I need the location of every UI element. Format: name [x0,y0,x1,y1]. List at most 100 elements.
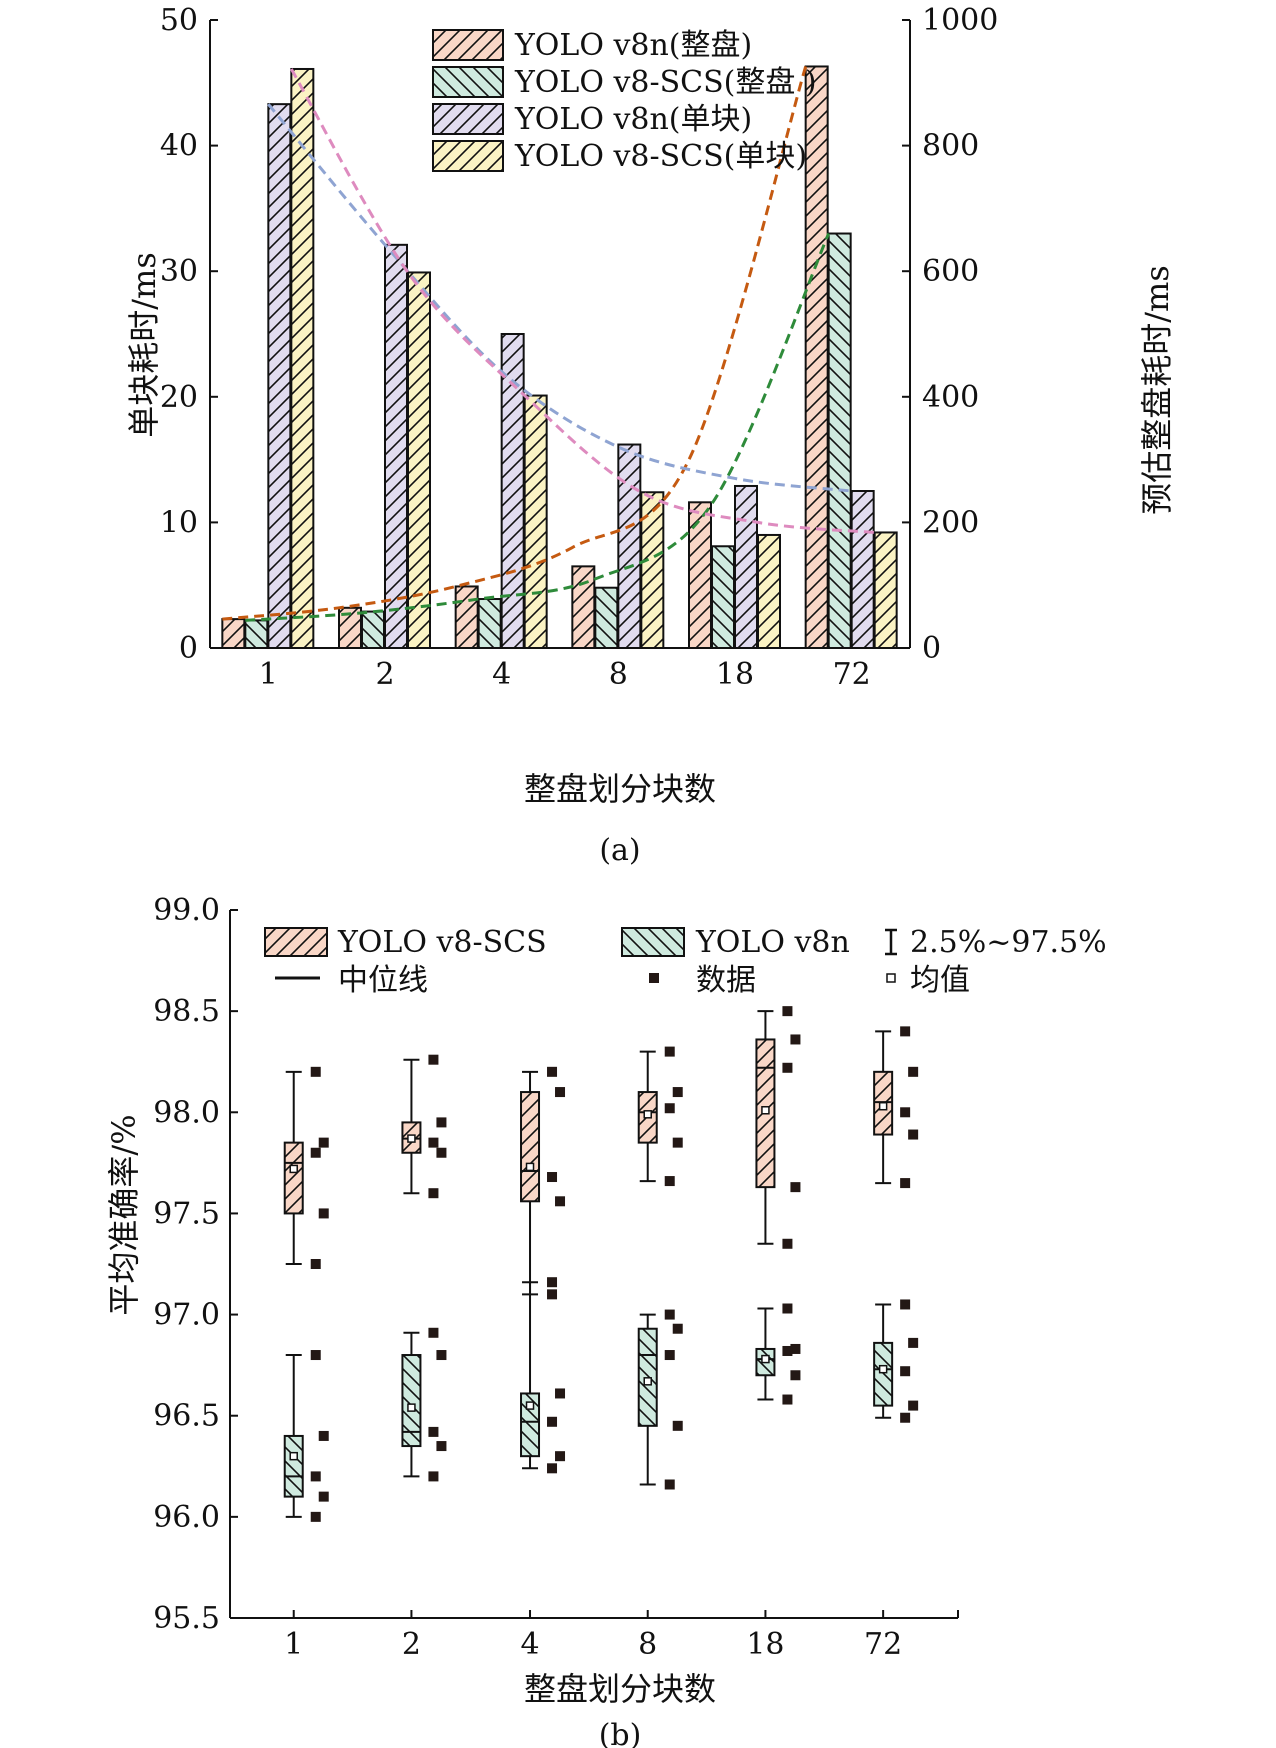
x-tick-label: 4 [492,657,511,692]
box-hatch [283,1141,304,1215]
legend: YOLO v8-SCS YOLO v8n 2.5%~97.5% 中位线 数据 均值 [264,925,1107,998]
y-axis-title-right: 预估整盘耗时/ms [1138,265,1176,515]
trend-curve [290,68,875,534]
x-tick-label: 1 [284,1627,303,1662]
data-point [555,1388,566,1399]
y-tick-label-left: 10 [160,505,198,540]
data-point [428,1471,439,1482]
bar-hatch [267,103,292,650]
box-hatch [283,1434,304,1498]
y-tick-label: 99.0 [153,893,220,928]
data-point [547,1172,558,1183]
data-point [547,1277,558,1288]
legend-swatch-hatch [432,66,504,98]
box-plot [283,1006,919,1522]
bar-hatch [361,610,385,649]
mean-marker [761,1106,770,1115]
bar-hatch [571,565,596,649]
bar-hatch [827,232,852,650]
legend-swatch-hatch [621,927,685,957]
data-point [664,1350,675,1361]
data-point [318,1491,329,1502]
data-point [318,1430,329,1441]
data-point [782,1238,793,1249]
data-point [547,1416,558,1427]
data-point [782,1345,793,1356]
box-hatch [520,1392,541,1458]
legend-label: 2.5%~97.5% [910,925,1107,960]
legend-label: YOLO v8-SCS(单块) [514,139,807,174]
data-point [664,1176,675,1187]
data-point [428,1426,439,1437]
trend-curve [267,103,852,493]
x-tick-label: 2 [402,1627,421,1662]
data-point [436,1147,447,1158]
mean-marker [289,1451,298,1461]
bar-hatch [384,243,408,649]
legend-label: 中位线 [338,963,428,998]
data-point [664,1046,675,1057]
panel-label: (a) [599,833,640,868]
bar-hatch [640,491,665,650]
x-axis-title: 整盘划分块数 [524,770,716,808]
panel-label: (b) [599,1718,642,1748]
data-point [436,1117,447,1128]
mean-marker [525,1162,535,1172]
data-point [900,1299,911,1310]
x-tick-label: 18 [716,657,754,692]
y-tick-label-left: 20 [160,380,198,415]
data-point [555,1087,566,1098]
bar-hatch [477,598,502,649]
mean-marker [643,1110,652,1119]
legend-label: YOLO v8n [695,925,850,960]
data-point [318,1208,329,1219]
data-point [672,1323,683,1334]
axes: 95.5 96.0 96.5 97.0 97.5 98.0 98.5 99.0 1 2 4 8 18 72 [153,893,959,1662]
bar-hatch [804,65,829,650]
y-tick-label-left: 30 [160,254,198,289]
data-point [790,1034,801,1045]
y-tick-label: 98.5 [153,994,220,1029]
data-point [672,1087,683,1098]
bar-hatch [221,618,246,649]
y-tick-label-left: 40 [160,129,198,164]
bar-hatch [617,443,642,650]
data-point [428,1327,439,1338]
bar-group [221,65,898,650]
data-point [310,1066,321,1077]
data-point [310,1511,321,1522]
box-hatch [401,1354,422,1448]
data-point [555,1196,566,1207]
bar-hatch [594,586,619,649]
data-point [790,1370,801,1381]
x-axis-title: 整盘划分块数 [524,1670,716,1708]
trend-curve [222,66,808,621]
bar-hatch [757,533,781,650]
trend-curve [245,232,831,622]
bar-hatch [688,501,712,649]
chart-a: 0 10 20 30 40 50 0 200 400 600 800 1000 1 2 4 8 18 72 YOL… [125,3,1176,868]
data-legend-icon [649,973,659,983]
data-point [908,1066,919,1077]
axes: 0 10 20 30 40 50 0 200 400 600 800 1000 1 2 4 8 18 72 [160,3,999,692]
y-tick-label-right: 800 [922,129,979,164]
data-point [908,1400,919,1411]
data-point [782,1062,793,1073]
mean-marker [407,1403,416,1412]
bar-hatch [734,484,758,650]
data-point [782,1394,793,1405]
y-tick-label: 97.0 [153,1298,220,1333]
data-point [900,1026,911,1037]
legend-label: 数据 [696,963,756,998]
data-point [900,1366,911,1377]
data-point [672,1420,683,1431]
mean-marker [878,1101,888,1111]
x-tick-label: 8 [609,657,628,692]
data-point [310,1259,321,1269]
data-point [555,1451,566,1462]
y-axis-title: 平均准确率/% [105,1114,143,1315]
data-point [900,1412,911,1423]
bar-hatch [454,585,479,649]
data-point [428,1054,439,1065]
legend-label: YOLO v8-SCS [337,925,547,960]
